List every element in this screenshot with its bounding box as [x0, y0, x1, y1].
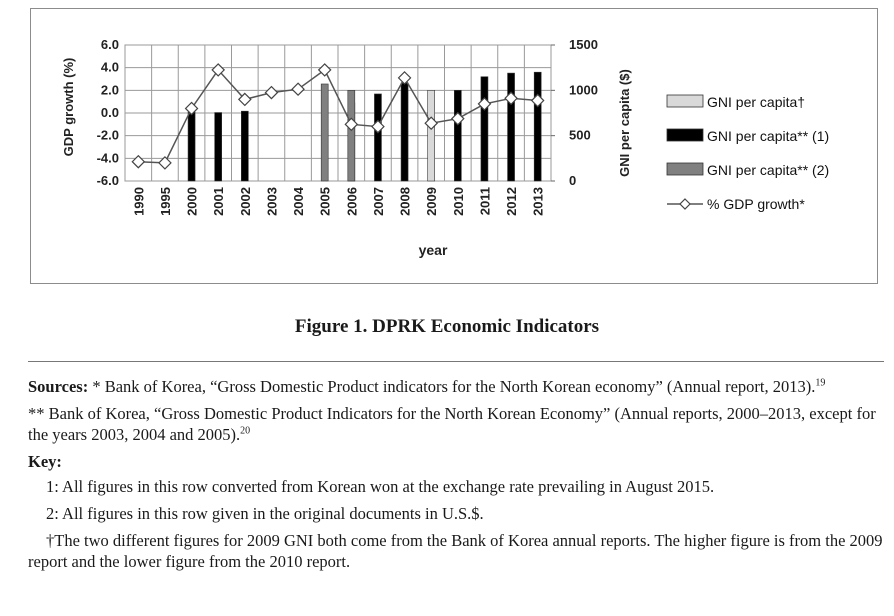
- y-left-tick-label: -6.0: [97, 173, 119, 188]
- source-2-ref: 20: [240, 425, 251, 437]
- source-1-text: * Bank of Korea, “Gross Domestic Product…: [88, 377, 816, 396]
- legend-label: GNI per capita** (2): [707, 162, 829, 178]
- gdp-growth-point: [504, 91, 518, 106]
- y-left-tick-label: 2.0: [101, 82, 119, 97]
- y-left-tick-label: 6.0: [101, 37, 119, 52]
- y-right-axis-label: GNI per capita ($): [617, 69, 632, 177]
- bar: [400, 82, 409, 182]
- bar: [241, 110, 249, 182]
- gdp-growth-point: [424, 116, 439, 131]
- chart: 6.0 4.0 2.0 0.0 -2.0 -4.0 -6.0 1500 1000 500 0 1990…: [61, 37, 829, 258]
- x-tick-label: 2013: [531, 187, 546, 216]
- x-tick-label: 1995: [158, 187, 173, 216]
- key-item-1: 1: All figures in this row converted fro…: [46, 477, 715, 496]
- x-tick-label: 2004: [291, 186, 306, 216]
- y-left-tick-label: 0.0: [101, 105, 119, 120]
- figure-caption: Figure 1. DPRK Economic Indicators: [294, 316, 600, 337]
- x-tick-label: 2007: [371, 187, 386, 216]
- x-tick-label: 2008: [398, 187, 413, 216]
- divider: [28, 361, 884, 362]
- source-1: Sources: * Bank of Korea, “Gross Domesti…: [28, 376, 884, 397]
- gdp-growth-point: [291, 82, 305, 97]
- y-left-axis-label: GDP growth (%): [61, 58, 76, 157]
- gdp-growth-point: [450, 111, 465, 126]
- key-item-2: 2: All figures in this row given in the …: [46, 504, 484, 523]
- legend-label: GNI per capita** (1): [707, 128, 829, 144]
- x-tick-label: 2005: [318, 187, 333, 216]
- legend-swatch: [666, 162, 704, 176]
- legend-marker: [679, 198, 691, 210]
- gdp-growth-line: [138, 68, 538, 164]
- y-left-tick-label: -2.0: [97, 128, 119, 143]
- x-tick-label: 2010: [451, 187, 466, 216]
- gdp-growth-point: [397, 71, 412, 85]
- gdp-growth-point: [530, 93, 545, 108]
- y-right-tick-label: 0: [569, 173, 576, 188]
- gdp-growth-point: [371, 119, 385, 134]
- bar: [187, 111, 196, 182]
- y-right-tick-label: 1500: [569, 37, 598, 52]
- x-tick-label: 1990: [131, 187, 146, 216]
- gdp-growth-point: [264, 85, 279, 100]
- bar: [347, 90, 356, 182]
- x-tick-label: 2003: [264, 187, 279, 216]
- gdp-growth-point: [237, 92, 252, 107]
- y-right-tick-label: 500: [569, 128, 591, 143]
- bar: [320, 83, 329, 182]
- key-item-3: †The two different figures for 2009 GNI …: [28, 531, 883, 571]
- gdp-growth-point: [317, 63, 332, 77]
- sources-label: Sources:: [28, 377, 89, 396]
- chart-frame: 6.0 4.0 2.0 0.0 -2.0 -4.0 -6.0 1500 1000 500 0 1990…: [30, 8, 878, 284]
- source-2: ** Bank of Korea, “Gross Domestic Produc…: [28, 403, 884, 445]
- legend-label: GNI per capita†: [707, 94, 805, 110]
- legend-label: % GDP growth*: [707, 196, 805, 212]
- y-left-tick-label: 4.0: [101, 60, 119, 75]
- bar: [480, 76, 489, 182]
- gdp-growth-point: [184, 101, 199, 116]
- gdp-growth-point: [211, 63, 226, 77]
- legend-swatch: [666, 128, 704, 142]
- bar: [533, 71, 542, 182]
- x-tick-label: 2011: [477, 187, 492, 215]
- notes-section: Sources: * Bank of Korea, “Gross Domesti…: [28, 376, 884, 578]
- x-tick-label: 2001: [211, 187, 226, 216]
- y-right-tick-label: 1000: [569, 82, 598, 97]
- gdp-growth-point: [477, 97, 492, 111]
- gdp-growth-point: [158, 156, 172, 170]
- source-1-ref: 19: [815, 377, 826, 389]
- x-tick-label: 2009: [424, 187, 439, 216]
- x-tick-label: 2012: [504, 187, 519, 216]
- x-axis-label: year: [419, 242, 448, 258]
- bar: [454, 90, 462, 182]
- source-2-text: ** Bank of Korea, “Gross Domestic Produc…: [28, 404, 876, 444]
- bar: [507, 72, 515, 182]
- legend-swatch: [666, 94, 704, 108]
- x-tick-label: 2006: [344, 187, 359, 216]
- gdp-growth-point: [131, 154, 146, 169]
- bar: [427, 90, 435, 182]
- bar: [214, 112, 222, 182]
- gdp-growth-point: [344, 117, 359, 132]
- x-tick-label: 2000: [185, 187, 200, 216]
- key-label: Key:: [28, 452, 62, 471]
- y-left-tick-label: -4.0: [97, 150, 119, 165]
- x-tick-label: 2002: [238, 187, 253, 216]
- bar: [374, 93, 382, 182]
